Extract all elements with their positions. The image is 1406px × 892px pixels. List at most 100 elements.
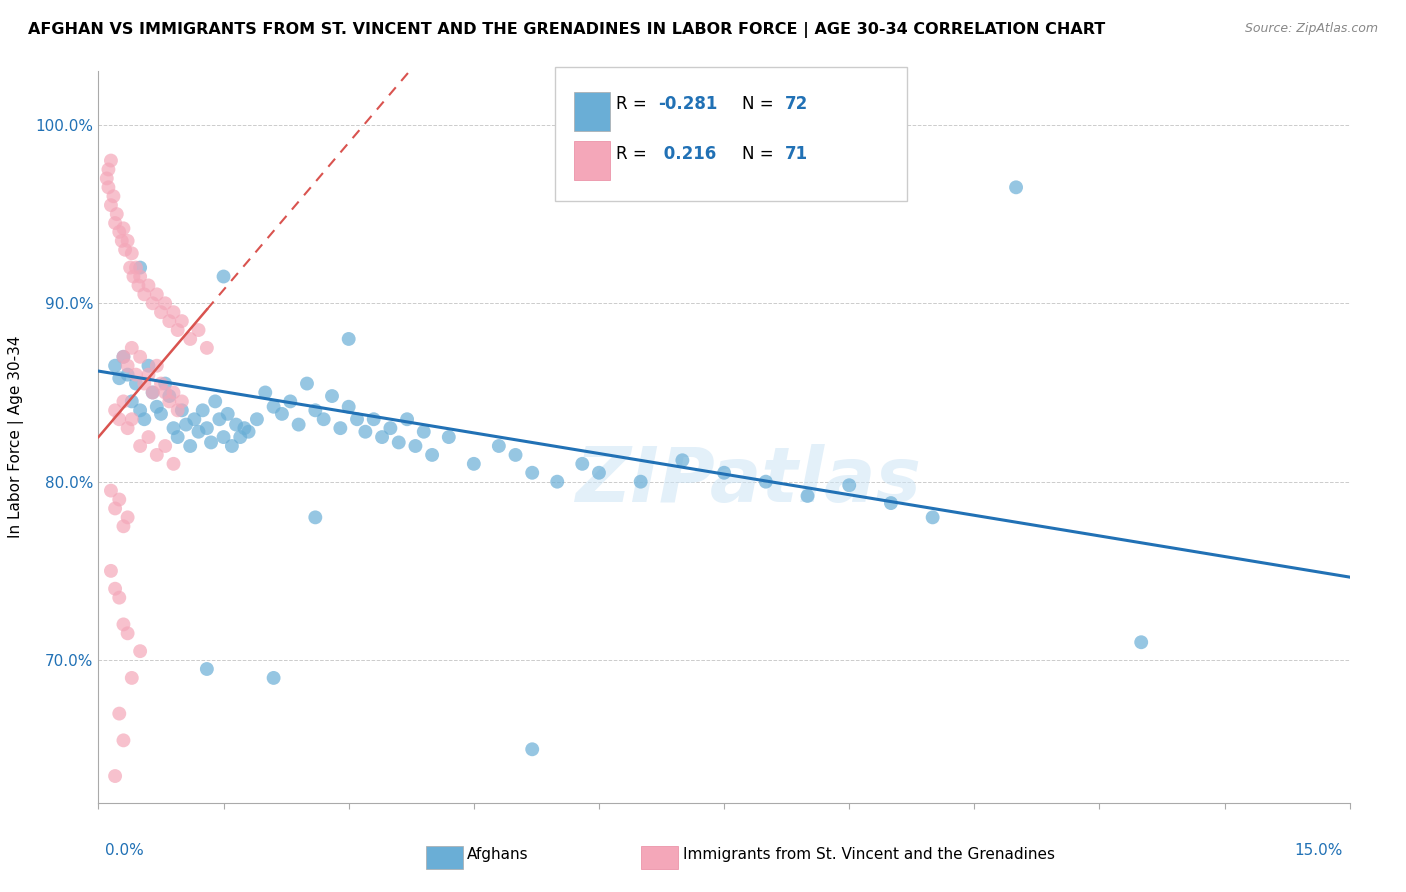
Point xyxy=(179,332,201,346)
Point xyxy=(170,394,193,409)
Point xyxy=(287,417,309,432)
Point xyxy=(246,412,269,426)
Point xyxy=(112,394,135,409)
Point xyxy=(150,305,173,319)
Point xyxy=(671,453,693,467)
Point xyxy=(195,421,218,435)
Text: R =: R = xyxy=(616,145,652,162)
Point xyxy=(304,510,326,524)
Point xyxy=(105,207,128,221)
Text: -0.281: -0.281 xyxy=(658,95,717,113)
Point xyxy=(157,394,180,409)
Text: 71: 71 xyxy=(785,145,807,162)
Point xyxy=(121,671,143,685)
Point xyxy=(238,425,260,439)
Point xyxy=(122,269,145,284)
Point xyxy=(108,412,131,426)
Point xyxy=(200,435,222,450)
Point xyxy=(195,341,218,355)
Point xyxy=(146,448,169,462)
Point xyxy=(166,323,188,337)
Point xyxy=(588,466,610,480)
Point xyxy=(388,435,411,450)
Point xyxy=(488,439,510,453)
Point xyxy=(162,305,184,319)
Point xyxy=(117,359,139,373)
Point xyxy=(187,323,209,337)
Point xyxy=(157,314,180,328)
Point xyxy=(212,269,235,284)
Point xyxy=(157,389,180,403)
Point xyxy=(96,171,118,186)
Point xyxy=(412,425,434,439)
Point xyxy=(212,430,235,444)
Text: Source: ZipAtlas.com: Source: ZipAtlas.com xyxy=(1244,22,1378,36)
Point xyxy=(142,296,165,310)
Point xyxy=(354,425,377,439)
Point xyxy=(114,243,136,257)
Point xyxy=(278,394,301,409)
Point xyxy=(142,385,165,400)
Point xyxy=(396,412,419,426)
Point xyxy=(153,385,176,400)
Point xyxy=(329,421,352,435)
Text: 0.0%: 0.0% xyxy=(105,843,145,858)
Point xyxy=(129,260,152,275)
Text: R =: R = xyxy=(616,95,652,113)
Text: Immigrants from St. Vincent and the Grenadines: Immigrants from St. Vincent and the Gren… xyxy=(683,847,1056,863)
Point xyxy=(142,385,165,400)
Text: 0.216: 0.216 xyxy=(658,145,716,162)
Point xyxy=(630,475,652,489)
Point xyxy=(838,478,860,492)
Point xyxy=(233,421,256,435)
Text: N =: N = xyxy=(742,95,779,113)
Text: AFGHAN VS IMMIGRANTS FROM ST. VINCENT AND THE GRENADINES IN LABOR FORCE | AGE 30: AFGHAN VS IMMIGRANTS FROM ST. VINCENT AN… xyxy=(28,22,1105,38)
Point xyxy=(112,733,135,747)
Point xyxy=(225,417,247,432)
Point xyxy=(108,225,131,239)
Point xyxy=(138,368,160,382)
Point xyxy=(170,314,193,328)
Point xyxy=(380,421,402,435)
Point xyxy=(146,359,169,373)
Point xyxy=(129,403,152,417)
Point xyxy=(121,394,143,409)
Point xyxy=(174,417,197,432)
Point xyxy=(125,368,148,382)
Point xyxy=(111,234,134,248)
Point xyxy=(183,412,205,426)
Point xyxy=(104,216,127,230)
Point xyxy=(204,394,226,409)
Y-axis label: In Labor Force | Age 30-34: In Labor Force | Age 30-34 xyxy=(8,335,24,539)
Point xyxy=(880,496,903,510)
Point xyxy=(755,475,778,489)
Text: 72: 72 xyxy=(785,95,808,113)
Point xyxy=(321,389,343,403)
Point xyxy=(146,400,169,414)
Point xyxy=(104,359,127,373)
Point xyxy=(371,430,394,444)
Point xyxy=(229,430,252,444)
Point xyxy=(195,662,218,676)
Point xyxy=(187,425,209,439)
Point xyxy=(97,180,120,194)
Point xyxy=(208,412,231,426)
Point xyxy=(304,403,326,417)
Point xyxy=(166,403,188,417)
Point xyxy=(121,246,143,260)
Point xyxy=(295,376,318,391)
Point xyxy=(120,260,142,275)
Point xyxy=(100,198,122,212)
Point xyxy=(129,269,152,284)
Point xyxy=(162,385,184,400)
Point xyxy=(100,483,122,498)
Point xyxy=(125,260,148,275)
Point xyxy=(117,626,139,640)
Point xyxy=(100,564,122,578)
Point xyxy=(505,448,527,462)
Point xyxy=(104,403,127,417)
Point xyxy=(129,350,152,364)
Point xyxy=(713,466,735,480)
Point xyxy=(127,278,149,293)
Point xyxy=(97,162,120,177)
